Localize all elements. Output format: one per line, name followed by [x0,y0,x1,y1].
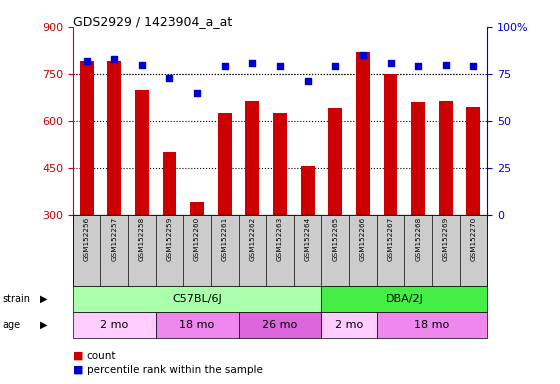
Text: GSM152257: GSM152257 [111,217,117,261]
Text: GSM152259: GSM152259 [166,217,172,261]
Text: C57BL/6J: C57BL/6J [172,294,222,304]
Text: GSM152270: GSM152270 [470,217,477,261]
Text: ■: ■ [73,351,83,361]
Text: 18 mo: 18 mo [414,320,450,330]
Bar [190,202,204,309]
Point [358,52,367,58]
Text: GSM152269: GSM152269 [443,217,449,261]
Text: GSM152263: GSM152263 [277,217,283,261]
Point [276,63,284,70]
Bar [328,108,342,309]
Text: 2 mo: 2 mo [335,320,363,330]
Text: GSM152262: GSM152262 [249,217,255,261]
Point [137,61,146,68]
Bar [411,102,425,309]
Bar [135,89,149,309]
Text: percentile rank within the sample: percentile rank within the sample [87,365,263,375]
Text: GDS2929 / 1423904_a_at: GDS2929 / 1423904_a_at [73,15,232,28]
Text: GSM152267: GSM152267 [388,217,394,261]
Point [165,74,174,81]
Bar [245,101,259,309]
Text: GSM152260: GSM152260 [194,217,200,261]
Text: GSM152266: GSM152266 [360,217,366,261]
Point [248,60,257,66]
Text: GSM152261: GSM152261 [222,217,228,261]
Text: count: count [87,351,116,361]
Text: GSM152264: GSM152264 [305,217,311,261]
Point [110,56,119,62]
Point [220,63,229,70]
Text: ▶: ▶ [40,294,48,304]
Bar [80,61,94,309]
Bar [108,61,121,309]
Text: GSM152258: GSM152258 [139,217,145,261]
Text: 2 mo: 2 mo [100,320,128,330]
Bar [466,107,480,309]
Bar [273,113,287,309]
Text: ▶: ▶ [40,320,48,330]
Point [386,60,395,66]
Text: strain: strain [3,294,31,304]
Point [469,63,478,70]
Bar [356,52,370,309]
Point [414,63,423,70]
Text: GSM152256: GSM152256 [83,217,90,261]
Text: ■: ■ [73,365,83,375]
Text: 26 mo: 26 mo [263,320,297,330]
Text: DBA/2J: DBA/2J [385,294,423,304]
Text: GSM152265: GSM152265 [332,217,338,261]
Point [303,78,312,84]
Bar [439,101,452,309]
Bar [384,74,398,309]
Point [82,58,91,64]
Text: GSM152268: GSM152268 [415,217,421,261]
Bar [218,113,232,309]
Bar [301,166,315,309]
Point [193,90,202,96]
Point [331,63,340,70]
Point [441,61,450,68]
Text: 18 mo: 18 mo [180,320,214,330]
Bar [162,152,176,309]
Text: age: age [3,320,21,330]
